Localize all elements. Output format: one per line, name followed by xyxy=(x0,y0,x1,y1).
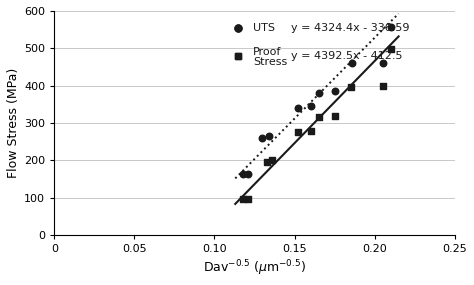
Text: y = 4324.4x - 336.59: y = 4324.4x - 336.59 xyxy=(292,23,410,33)
Point xyxy=(315,115,322,119)
Point xyxy=(264,159,271,164)
Point xyxy=(307,129,314,134)
Point xyxy=(379,84,386,88)
Point xyxy=(348,61,356,66)
Point xyxy=(244,197,252,201)
Text: UTS: UTS xyxy=(253,23,275,33)
Point xyxy=(331,89,338,93)
Point xyxy=(294,130,301,135)
Text: y = 4392.5x - 412.5: y = 4392.5x - 412.5 xyxy=(292,51,403,61)
Text: Stress: Stress xyxy=(253,57,287,67)
Point xyxy=(347,85,355,89)
X-axis label: Dav$^{-0.5}$ ($\mu$m$^{-0.5}$): Dav$^{-0.5}$ ($\mu$m$^{-0.5}$) xyxy=(203,258,306,278)
Point xyxy=(387,47,394,52)
Point xyxy=(307,104,314,109)
Point xyxy=(239,197,247,201)
Point xyxy=(244,172,252,177)
Point xyxy=(268,158,276,163)
Y-axis label: Flow Stress (MPa): Flow Stress (MPa) xyxy=(7,68,20,178)
Point xyxy=(239,172,247,177)
Point xyxy=(265,134,273,139)
Point xyxy=(259,136,266,140)
Point xyxy=(294,106,301,110)
Point xyxy=(379,61,386,66)
Point xyxy=(387,24,394,29)
Text: Proof: Proof xyxy=(253,47,281,57)
Point xyxy=(331,113,338,118)
Point xyxy=(315,91,322,95)
